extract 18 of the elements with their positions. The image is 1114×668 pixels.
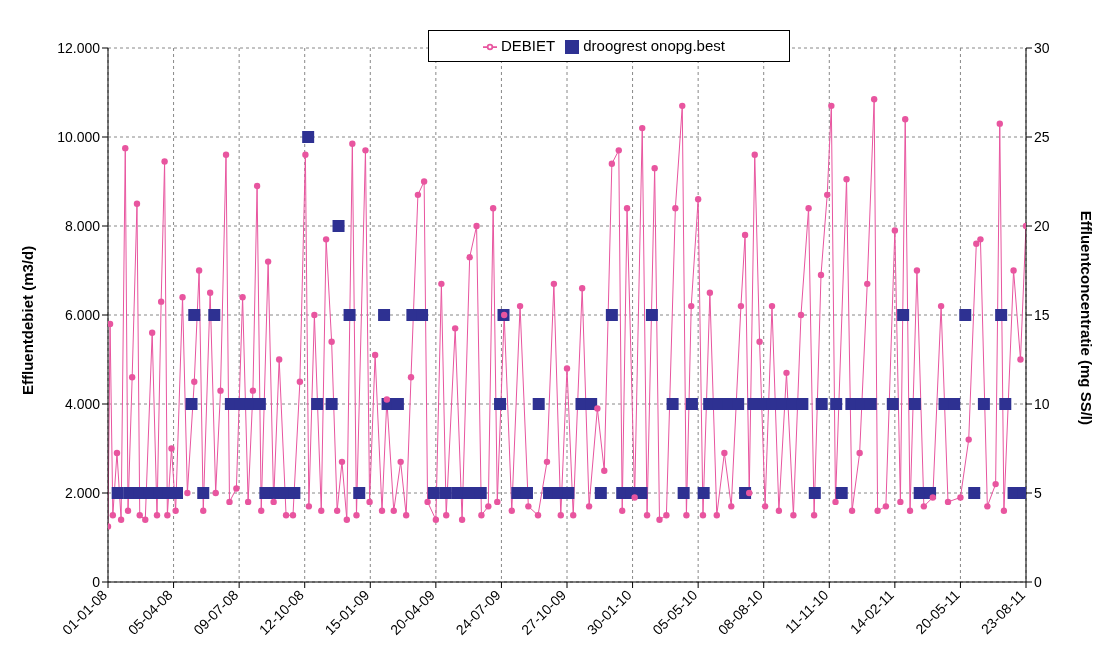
y-tick-label: 12.000 — [57, 39, 101, 56]
y2-tick-label: 5 — [1034, 484, 1042, 501]
y2-tick-label: 20 — [1034, 217, 1050, 234]
y2-tick-label: 10 — [1034, 395, 1050, 412]
legend-label: droogrest onopg.best — [583, 37, 725, 54]
y2-tick-label: 30 — [1034, 39, 1050, 56]
y2-tick-label: 25 — [1034, 128, 1050, 145]
legend-label: DEBIET — [501, 37, 556, 54]
y-tick-label: 0 — [92, 573, 101, 590]
y-tick-label: 6.000 — [64, 306, 101, 323]
y-axis-title: Effluentdebiet (m3/d) — [19, 245, 37, 395]
y-tick-label: 8.000 — [64, 217, 101, 234]
y2-tick-label: 15 — [1034, 306, 1050, 323]
y2-tick-label: 0 — [1034, 573, 1042, 590]
y-tick-label: 4.000 — [64, 395, 101, 412]
y-tick-label: 10.000 — [57, 128, 101, 145]
y2-axis-title: Effluentconcentratie (mg SS/l) — [1077, 210, 1095, 425]
y-tick-label: 2.000 — [64, 484, 101, 501]
